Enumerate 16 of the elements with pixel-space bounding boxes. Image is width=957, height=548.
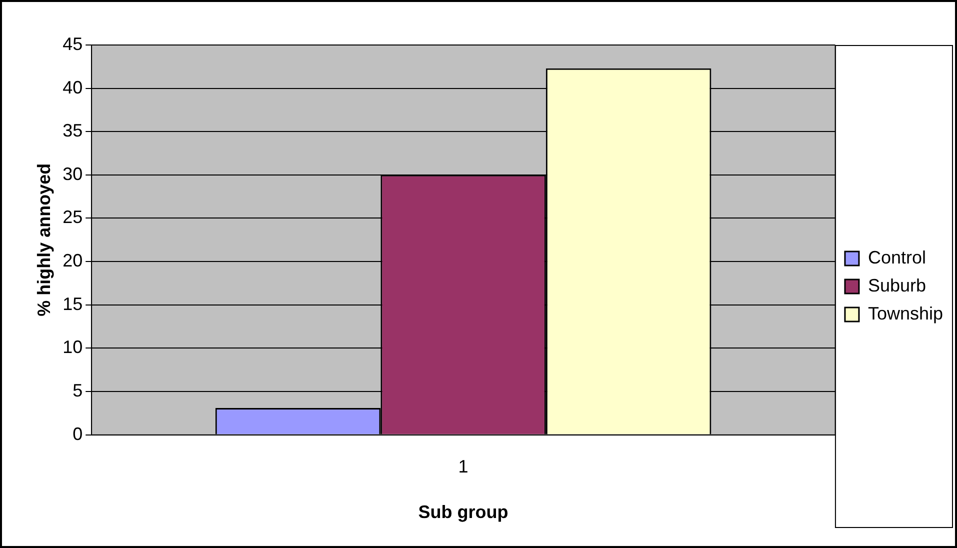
y-tick-label: 5 [72, 380, 83, 400]
x-tick-label: 1 [458, 456, 468, 477]
y-tick-label: 35 [62, 120, 83, 141]
y-tick-label: 40 [62, 77, 83, 98]
y-tick-label: 20 [62, 250, 83, 271]
legend-label: Control [868, 247, 926, 268]
y-tick-label: 45 [62, 34, 83, 54]
y-tick-label: 15 [62, 294, 83, 314]
y-tick-label: 25 [62, 207, 83, 228]
y-tick-label: 30 [62, 164, 83, 184]
y-axis-title: % highly annoyed [34, 163, 54, 316]
y-tick-label: 0 [72, 424, 83, 444]
x-axis-title: Sub group [418, 502, 508, 522]
y-tick-label: 10 [62, 337, 83, 358]
legend-label: Township [868, 303, 944, 324]
legend-label: Suburb [868, 275, 926, 296]
